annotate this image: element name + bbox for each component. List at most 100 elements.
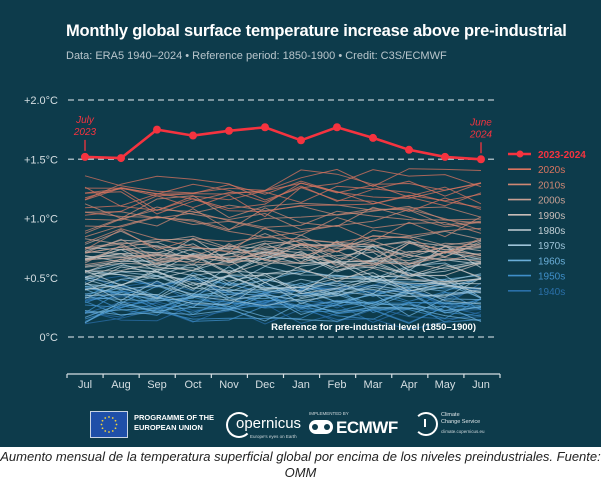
decade-line-2000s: [84, 242, 482, 267]
highlight-point-Jul: [81, 152, 89, 161]
decade-line-1960s: [84, 300, 482, 324]
c3s-logo: Climate Change Service climate.copernicu…: [414, 410, 554, 440]
legend-item-1990s: 1990s: [508, 211, 565, 222]
ecmwf-wordmark: ECMWF: [336, 418, 398, 437]
legend-label: 1980s: [538, 226, 565, 237]
legend-item-2023-2024: 2023-2024: [508, 150, 586, 161]
legend-item-1980s: 1980s: [508, 226, 565, 237]
ecmwf-mark-icon: [309, 420, 333, 434]
decade-line-2020s: [84, 169, 482, 201]
legend-item-2010s: 2010s: [508, 180, 565, 191]
y-tick-label: +1.5°C: [24, 154, 58, 166]
highlight-point-Jun: [477, 155, 485, 164]
legend-item-1940s: 1940s: [508, 287, 565, 298]
eu-star-icon: [108, 431, 110, 433]
logo-bar: PROGRAMME OF THE EUROPEAN UNION opernicu…: [0, 400, 601, 446]
reference-annotation: Reference for pre-industrial level (1850…: [271, 322, 476, 333]
decade-line-2020s: [84, 182, 482, 212]
c3s-line2: Change Service: [441, 419, 481, 425]
highlight-point-Oct: [189, 131, 197, 140]
decade-line-2000s: [84, 230, 482, 255]
decade-line-2010s: [84, 229, 482, 255]
decade-line-2000s: [84, 244, 482, 266]
legend-item-2000s: 2000s: [508, 196, 565, 207]
decade-line-1980s: [84, 270, 482, 290]
copernicus-logo: opernicus Europe's eyes on Earth: [226, 410, 306, 440]
copernicus-wordmark: opernicus: [236, 415, 302, 432]
decade-line-2000s: [84, 238, 482, 264]
decade-line-1940s: [84, 302, 482, 324]
legend-label: 1990s: [538, 211, 565, 222]
x-tick-label: Dec: [255, 379, 275, 391]
highlight-point-Mar: [369, 133, 377, 142]
decade-line-2010s: [84, 227, 482, 253]
decade-line-1970s: [84, 266, 482, 292]
annotation-year: 2023: [73, 127, 97, 138]
chart-title: Monthly global surface temperature incre…: [66, 22, 567, 40]
decade-line-1990s: [84, 258, 482, 283]
eu-star-icon: [114, 419, 117, 422]
highlight-point-Nov: [225, 126, 233, 135]
annotations: Reference for pre-industrial level (1850…: [73, 115, 493, 333]
eu-line2: EUROPEAN UNION: [134, 423, 203, 432]
eu-star-icon: [104, 417, 107, 419]
decade-line-2010s: [84, 195, 482, 219]
decade-line-1990s: [84, 251, 482, 276]
legend-item-1970s: 1970s: [508, 241, 565, 252]
legend-label: 2020s: [538, 165, 565, 176]
c3s-url: climate.copernicus.eu: [441, 429, 485, 434]
highlight-point-May: [441, 152, 449, 161]
decade-line-1960s: [84, 279, 482, 303]
legend-item-1960s: 1960s: [508, 256, 565, 267]
eu-star-icon: [115, 423, 118, 426]
eu-star-icon: [114, 427, 117, 430]
highlight-line-2023-2024: [84, 125, 482, 161]
annotation-month: June: [469, 117, 492, 128]
x-tick-label: May: [435, 379, 456, 391]
decade-line-2020s: [84, 185, 482, 215]
decade-line-1980s: [84, 254, 482, 276]
x-tick-label: Apr: [400, 379, 417, 391]
highlight-point-Aug: [117, 154, 125, 163]
x-tick-label: Jan: [292, 379, 310, 391]
thermometer-icon: [424, 419, 426, 427]
x-tick-label: Nov: [219, 379, 239, 391]
x-tick-label: Jul: [78, 379, 92, 391]
decade-line-2000s: [84, 241, 482, 266]
chart-panel: Monthly global surface temperature incre…: [0, 0, 601, 447]
decade-line-2020s: [84, 186, 482, 213]
highlight-point-Sep: [153, 125, 161, 134]
annotation-year: 2024: [469, 129, 493, 140]
highlight-point-Feb: [333, 123, 341, 132]
decade-line-2010s: [84, 215, 482, 238]
eu-star-icon: [101, 427, 104, 430]
y-tick-label: +0.5°C: [24, 273, 58, 285]
decade-line-2020s: [84, 169, 482, 194]
legend-label: 1960s: [538, 256, 565, 267]
eu-flag-icon: [90, 411, 128, 438]
c3s-line1: Climate: [441, 412, 460, 418]
x-tick-label: Aug: [111, 379, 131, 391]
decade-line-2010s: [84, 216, 482, 242]
decade-line-1970s: [84, 275, 482, 298]
decade-line-1970s: [84, 275, 482, 299]
decade-line-2000s: [84, 235, 482, 259]
x-tick-label: Oct: [184, 379, 201, 391]
y-tick-label: +2.0°C: [24, 95, 58, 107]
decade-line-1960s: [84, 292, 482, 317]
y-tick-label: +1.0°C: [24, 214, 58, 226]
legend: 2023-2024 2020s 2010s 2000s 1990s 1980s 1970s 1…: [508, 150, 586, 298]
decade-line-2020s: [84, 180, 482, 201]
highlight-point-Jan: [297, 136, 305, 145]
eu-star-icon: [111, 417, 114, 419]
legend-label: 1950s: [538, 272, 565, 283]
annotation-month: July: [75, 115, 95, 126]
x-tick-label: Jun: [472, 379, 490, 391]
ecmwf-implemented-by: IMPLEMENTED BY: [309, 411, 349, 416]
y-tick-label: 0°C: [40, 332, 59, 344]
decade-line-2010s: [84, 209, 482, 234]
copernicus-ring-icon: [226, 412, 252, 438]
legend-label: 2023-2024: [538, 150, 586, 161]
eu-star-icon: [104, 430, 107, 432]
legend-swatch-marker: [516, 150, 524, 158]
